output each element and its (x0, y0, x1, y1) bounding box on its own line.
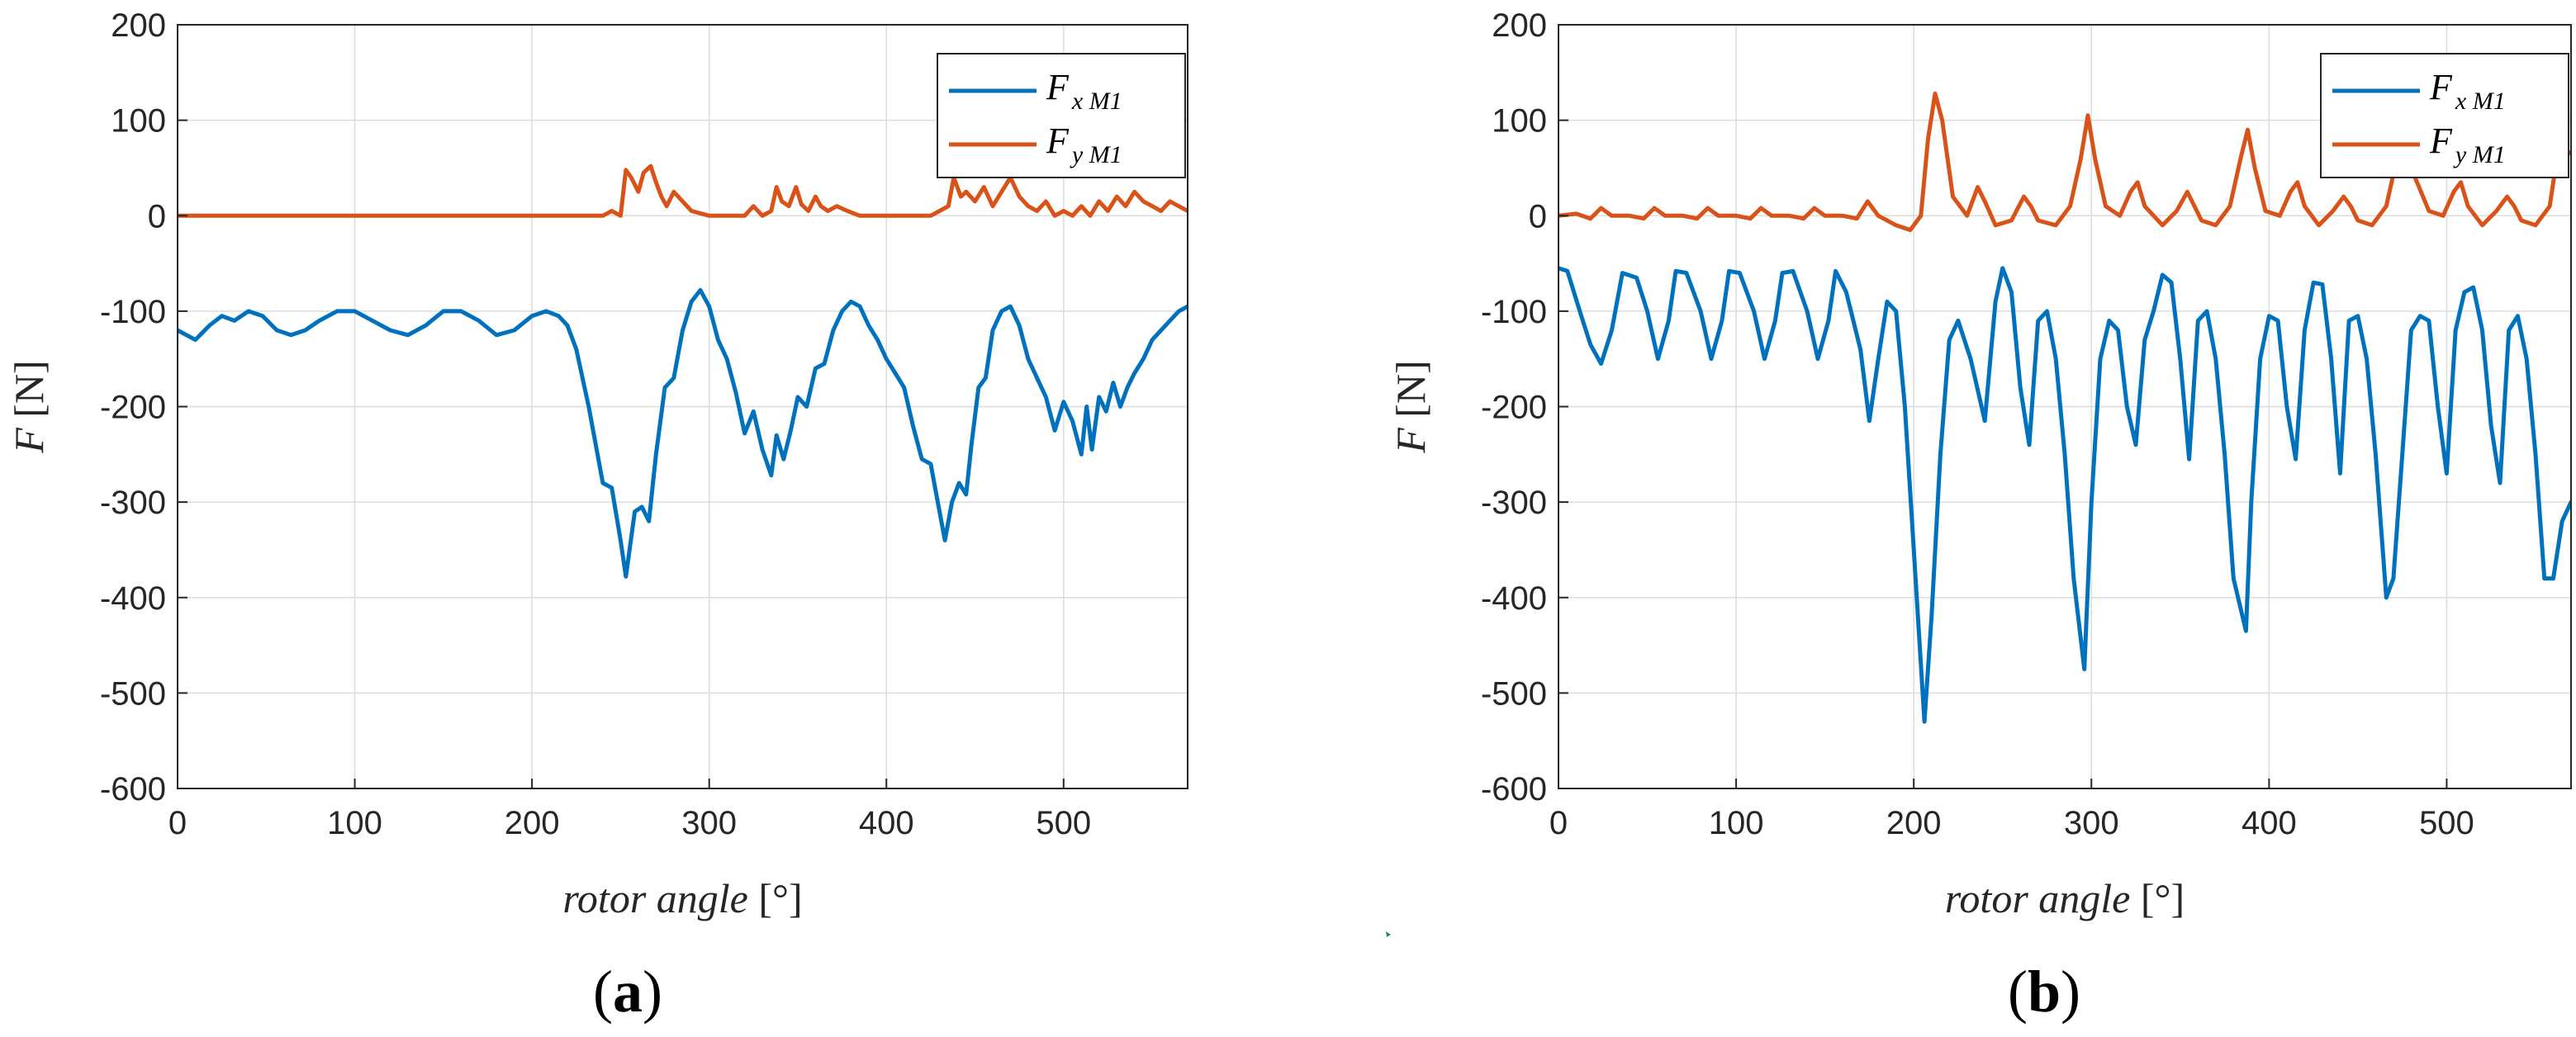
x-tick-label: 500 (1036, 805, 1091, 841)
y-tick-label: 100 (111, 103, 166, 140)
x-tick-label: 300 (2064, 805, 2119, 841)
chart-panel-a: 0 100 200 300 400 500 200 100 0 -100 -200 -300 -400 -… (6, 7, 1188, 1025)
series-line-fx (1558, 266, 2571, 724)
y-tick-label: -300 (100, 485, 166, 521)
y-tick-label: -500 (100, 675, 166, 712)
y-tick-label: -300 (1481, 485, 1547, 521)
x-tick-label: 500 (2419, 805, 2474, 841)
x-axis-label: rotor angle [°] (1945, 875, 2185, 921)
series-line-fx (178, 287, 1188, 579)
y-tick-label: -200 (100, 390, 166, 426)
y-tick-label: -100 (100, 294, 166, 330)
panel-label: (a) (593, 959, 662, 1025)
y-tick-label: 200 (1492, 7, 1547, 44)
x-tick-label: 300 (681, 805, 737, 841)
y-tick-label: 100 (1492, 103, 1547, 140)
y-axis-label: F [N] (1388, 360, 1434, 453)
x-tick-label: 400 (2242, 805, 2297, 841)
y-tick-label: -500 (1481, 675, 1547, 712)
legend-box (937, 53, 1186, 178)
chart-panel-b: 0 100 200 300 400 500 200 100 0 -100 -200 -300 -400 -… (1388, 7, 2572, 1025)
y-tick-label: -600 (100, 771, 166, 807)
x-tick-label: 200 (1886, 805, 1942, 841)
x-tick-label: 400 (859, 805, 914, 841)
stray-mark (1386, 931, 1391, 937)
y-axis-label: F [N] (6, 360, 52, 453)
y-tick-label: -400 (1481, 580, 1547, 617)
series-line-fy (178, 163, 1188, 218)
x-axis-label: rotor angle [°] (562, 875, 802, 921)
legend-box (2320, 53, 2569, 178)
y-tick-label: -200 (1481, 390, 1547, 426)
x-tick-label: 100 (327, 805, 382, 841)
x-tick-label: 0 (168, 805, 187, 841)
y-tick-label: 200 (111, 7, 166, 44)
x-tick-label: 0 (1549, 805, 1568, 841)
x-tick-label: 200 (505, 805, 560, 841)
panel-label: (b) (2008, 959, 2080, 1025)
y-tick-label: -100 (1481, 294, 1547, 330)
y-tick-label: -400 (100, 580, 166, 617)
y-tick-label: -600 (1481, 771, 1547, 807)
x-tick-label: 100 (1709, 805, 1764, 841)
series-group (178, 163, 1188, 579)
series-group (1558, 91, 2571, 724)
y-tick-label: 0 (1529, 198, 1547, 234)
y-tick-label: 0 (148, 198, 166, 234)
